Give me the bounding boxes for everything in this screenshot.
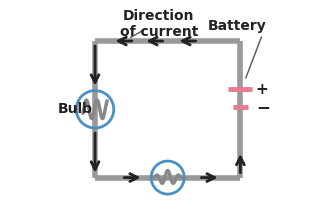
Text: Direction
of current: Direction of current (120, 9, 198, 39)
Text: +: + (256, 82, 268, 97)
Text: Bulb: Bulb (58, 102, 93, 116)
Text: −: − (256, 98, 270, 116)
Text: Battery: Battery (208, 19, 267, 33)
